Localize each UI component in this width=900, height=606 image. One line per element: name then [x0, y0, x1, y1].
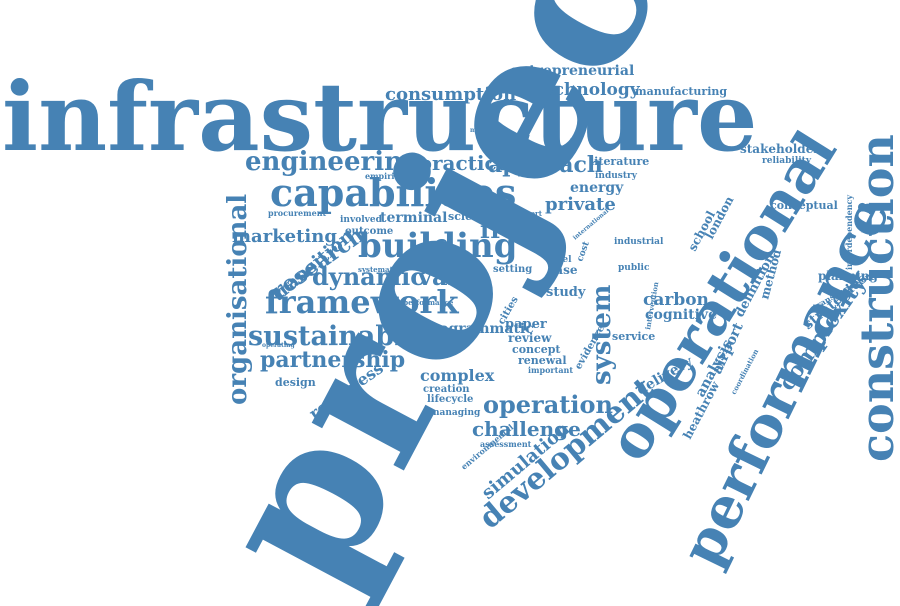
word-carbon: carbon	[643, 290, 709, 310]
word-cognitive: cognitive	[645, 307, 717, 323]
word-capabilities: capabilities	[270, 170, 516, 215]
word-system: system	[587, 285, 617, 385]
word-manufacturing: manufacturing	[635, 85, 727, 98]
word-important: important	[528, 365, 573, 375]
word-concept: concept	[512, 343, 561, 356]
word-creation: creation	[423, 384, 470, 395]
word-public: industrial	[614, 237, 664, 247]
word-study: study	[546, 285, 586, 300]
word-lifecycle: lifecycle	[427, 394, 473, 405]
word-design: programmatic	[422, 321, 534, 337]
word-multiplicity: multiplicity	[470, 127, 509, 134]
word-programmatic: design	[275, 376, 316, 389]
word-decision: public	[618, 263, 650, 273]
word-reliability: reliability	[762, 156, 812, 166]
word-building: building	[358, 226, 518, 266]
word-level: level	[548, 255, 572, 265]
word-framework: framework	[265, 283, 459, 321]
word-setting: setting	[493, 264, 532, 275]
word-technology: technology	[535, 80, 641, 100]
word-industry: industry	[595, 171, 638, 181]
word-renewal: renewal	[518, 354, 567, 367]
word-managing: managing	[430, 408, 481, 418]
word-partnership: partnership	[260, 347, 405, 373]
word-procurement: procurement	[268, 208, 327, 218]
word-challenge: challenge	[472, 417, 581, 441]
word-consumption: consumption	[385, 84, 516, 105]
word-engineering: engineering	[245, 147, 421, 177]
word-dynamic: dynamic	[312, 262, 425, 291]
word-value: value	[417, 262, 489, 291]
word-international: systematic	[358, 265, 400, 274]
word-empirical: empirical	[365, 171, 408, 181]
word-front: front	[480, 215, 548, 244]
word-outcome: outcome	[345, 226, 393, 237]
word-involved: involved	[340, 215, 383, 225]
word-service: service	[612, 330, 655, 343]
word-case: case	[548, 263, 578, 277]
word-private: private	[545, 194, 616, 215]
word-complex: complex	[420, 366, 495, 385]
word-practice: practice	[418, 151, 509, 175]
word-operation: operation	[483, 390, 613, 419]
word-planning: planning	[818, 269, 878, 283]
word-paper: paper	[505, 317, 547, 332]
word-entrepreneurial: entrepreneurial	[510, 63, 634, 79]
word-terminal: terminal	[380, 210, 447, 226]
word-science: science	[448, 210, 494, 223]
word-infrastructure: infrastructure	[2, 62, 757, 173]
word-review: review	[508, 331, 552, 345]
word-organisational: organisational	[223, 194, 253, 405]
word-assessment: assessment	[480, 439, 532, 449]
word-energy: energy	[570, 180, 624, 196]
word-conceptual: conceptual	[770, 199, 838, 212]
word-sustainable: sustainable	[248, 321, 422, 352]
word-construction: construction	[850, 134, 900, 462]
word-underperformance: operating	[262, 342, 295, 349]
word-marketing: marketing	[232, 226, 337, 247]
word-literature: literature	[590, 155, 649, 168]
word-stakeholder: stakeholder	[740, 142, 820, 156]
word-interdependency: interdependency	[844, 195, 854, 270]
word-systematic: decision	[420, 261, 453, 270]
word-transport: transport	[505, 209, 543, 218]
word-approach: approach	[488, 152, 603, 178]
word-coordination: underperformance	[380, 298, 454, 307]
